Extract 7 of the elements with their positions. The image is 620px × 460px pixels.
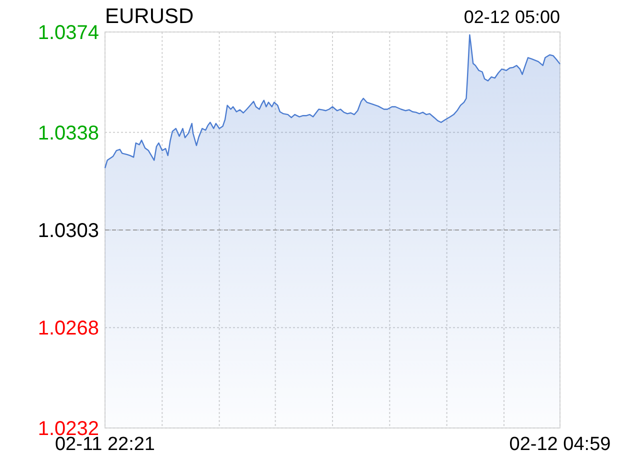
y-tick-label: 1.0268	[38, 318, 99, 340]
x-tick-label: 02-12 04:59	[509, 434, 611, 455]
y-tick-label: 1.0338	[38, 122, 99, 144]
y-tick-label: 1.0303	[38, 220, 99, 242]
y-tick-label: 1.0374	[38, 22, 99, 44]
chart-title: EURUSD	[105, 5, 194, 28]
chart-subtitle: 02-12 05:00	[464, 7, 560, 27]
